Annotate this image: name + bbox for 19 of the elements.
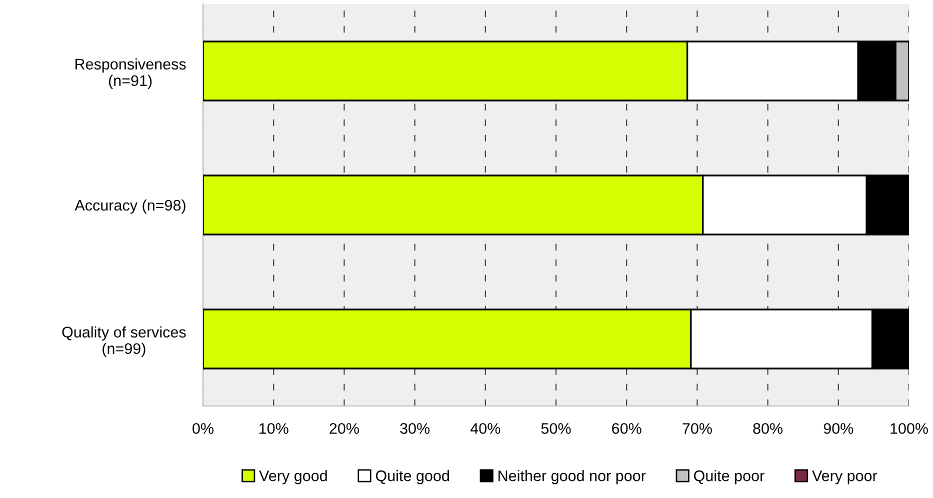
x-tick-label: 70% — [682, 423, 712, 434]
x-tick-label: 50% — [541, 423, 571, 434]
x-tick-label: 20% — [330, 423, 359, 434]
x-tick-label: 90% — [824, 423, 854, 434]
x-tick-label: 10% — [259, 423, 288, 434]
x-tick-label: 30% — [400, 423, 430, 434]
x-tick-label: 60% — [612, 423, 642, 434]
legend-label: Quite good — [376, 470, 449, 484]
x-tick-label: 100% — [890, 423, 928, 434]
x-tick-label: 40% — [470, 423, 500, 434]
x-tick-label: 80% — [753, 423, 783, 434]
legend-label: Quite poor — [694, 470, 764, 484]
y-tick-label: Responsiveness (n=91) — [75, 58, 186, 90]
y-tick-label: Accuracy (n=98) — [74, 199, 186, 214]
x-tick-label: 0% — [192, 423, 214, 434]
legend-label: Neither good nor poor — [498, 470, 646, 484]
legend-label: Very poor — [812, 470, 878, 484]
legend-label: Very good — [259, 470, 327, 484]
y-tick-label: Quality of services (n=99) — [62, 326, 186, 358]
